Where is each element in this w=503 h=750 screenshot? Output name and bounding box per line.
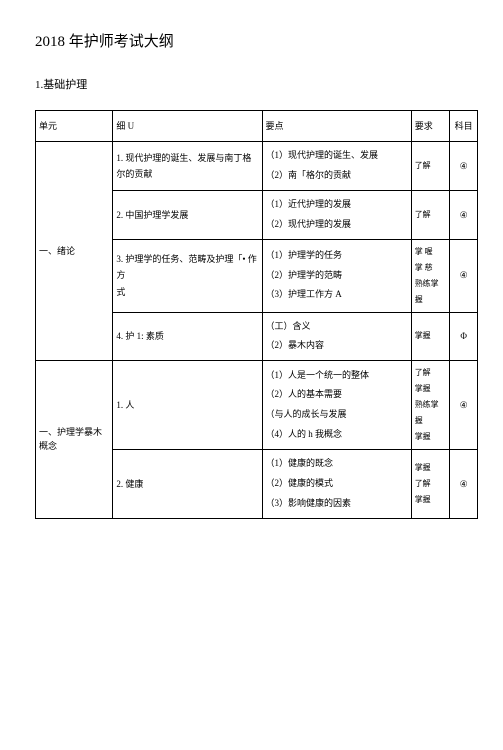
subject-cell: ④	[450, 190, 478, 239]
unit-cell: 一、绪论	[36, 142, 113, 361]
subject-cell: ④	[450, 450, 478, 518]
points-cell: （1）近代护理的发展（2）现代护理的发展	[262, 190, 411, 239]
points-cell: （工）含义（2）暴木内容	[262, 312, 411, 361]
req-cell: 了解掌握熟练掌握掌握	[411, 361, 450, 450]
detail-cell: 4. 护 1: 素质	[113, 312, 262, 361]
section-subtitle: 1.基础护理	[35, 76, 478, 92]
header-points: 要点	[262, 111, 411, 142]
detail-cell: 3. 护理学的任务、范畴及护理「• 作方式	[113, 239, 262, 312]
table-row: 一、绪论 1. 现代护理的诞生、发展与南丁格尔的贡献 （1）现代护理的诞生、发展…	[36, 142, 478, 191]
header-unit: 单元	[36, 111, 113, 142]
subject-cell: ④	[450, 361, 478, 450]
header-req: 要求	[411, 111, 450, 142]
subject-cell: Φ	[450, 312, 478, 361]
detail-cell: 2. 健康	[113, 450, 262, 518]
req-cell: 掌握了解掌握	[411, 450, 450, 518]
subject-cell: ④	[450, 239, 478, 312]
header-detail: 细 U	[113, 111, 262, 142]
req-cell: 了解	[411, 190, 450, 239]
unit-cell: 一、护理学暴木概念	[36, 361, 113, 518]
points-cell: （1）护理学的任务（2）护理学的范畴（3）护理工作方 A	[262, 239, 411, 312]
points-cell: （1）现代护理的诞生、发展（2）南「格尔的贡献	[262, 142, 411, 191]
page-title: 2018 年护师考试大纲	[35, 30, 478, 51]
syllabus-table: 单元 细 U 要点 要求 科目 一、绪论 1. 现代护理的诞生、发展与南丁格尔的…	[35, 110, 478, 519]
req-cell: 掌 喔掌 慈熟练掌握	[411, 239, 450, 312]
header-subject: 科目	[450, 111, 478, 142]
req-cell: 了解	[411, 142, 450, 191]
detail-cell: 1. 人	[113, 361, 262, 450]
detail-cell: 1. 现代护理的诞生、发展与南丁格尔的贡献	[113, 142, 262, 191]
req-cell: 掌握	[411, 312, 450, 361]
subject-cell: ④	[450, 142, 478, 191]
points-cell: （1）健康的既念（2）健康的模式（3）影响健康的因素	[262, 450, 411, 518]
detail-cell: 2. 中国护理学发展	[113, 190, 262, 239]
table-row: 一、护理学暴木概念 1. 人 （1）人是一个统一的整体（2）人的基本需要（与人的…	[36, 361, 478, 450]
points-cell: （1）人是一个统一的整体（2）人的基本需要（与人的成长与发展（4）人的 h 我概…	[262, 361, 411, 450]
table-header-row: 单元 细 U 要点 要求 科目	[36, 111, 478, 142]
